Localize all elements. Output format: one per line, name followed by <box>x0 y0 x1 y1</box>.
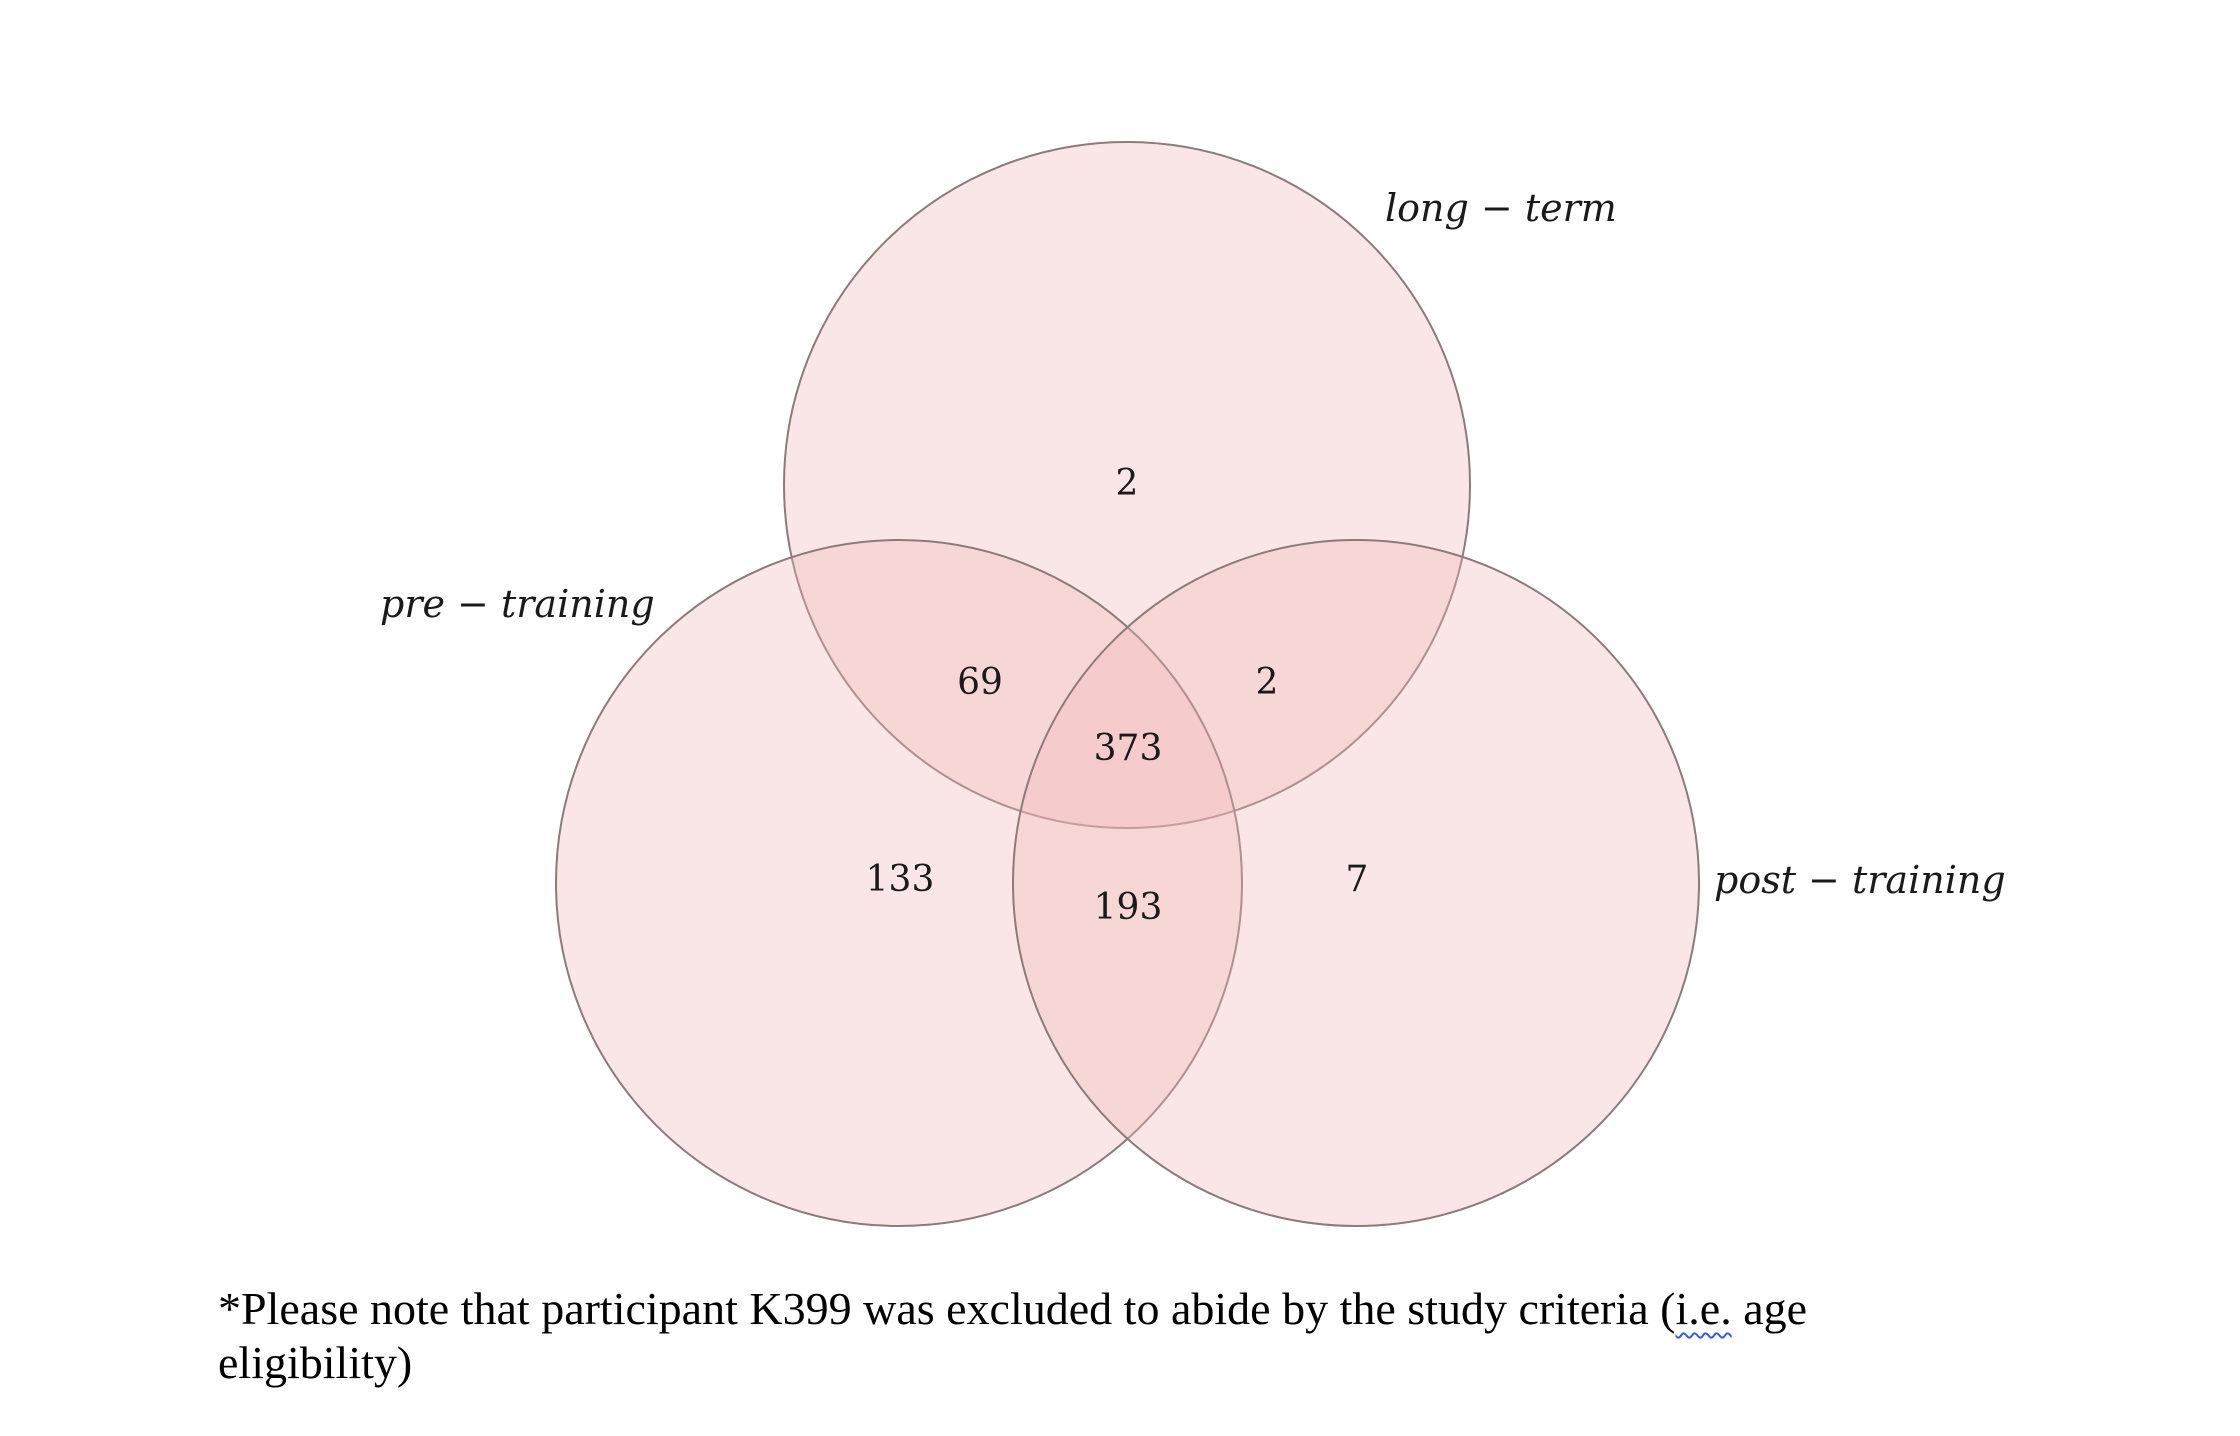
footnote-line-2: eligibility) <box>218 1337 413 1388</box>
region-count-all-three: 373 <box>1094 728 1163 769</box>
circle-pre-training <box>555 539 1243 1227</box>
footnote: *Please note that participant K399 was e… <box>218 1282 2018 1390</box>
footnote-line-1: *Please note that participant K399 was e… <box>218 1282 2018 1336</box>
footnote-text-end: age <box>1731 1283 1808 1334</box>
region-count-pre-only: 133 <box>866 859 935 900</box>
region-count-pre-long: 69 <box>957 662 1003 703</box>
circle-long-term <box>783 141 1471 829</box>
region-count-pre-post: 193 <box>1094 887 1163 928</box>
spellcheck-flagged-word: i.e. <box>1675 1283 1732 1334</box>
circle-post-training <box>1012 539 1700 1227</box>
region-count-long-only: 2 <box>1116 463 1139 504</box>
region-count-long-post: 2 <box>1256 662 1279 703</box>
set-label-post-training: post − training <box>1714 858 2006 902</box>
set-label-pre-training: pre − training <box>380 582 655 626</box>
footnote-text: *Please note that participant K399 was e… <box>218 1283 1676 1334</box>
region-count-post-only: 7 <box>1346 859 1369 900</box>
set-label-long-term: long − term <box>1385 186 1617 230</box>
